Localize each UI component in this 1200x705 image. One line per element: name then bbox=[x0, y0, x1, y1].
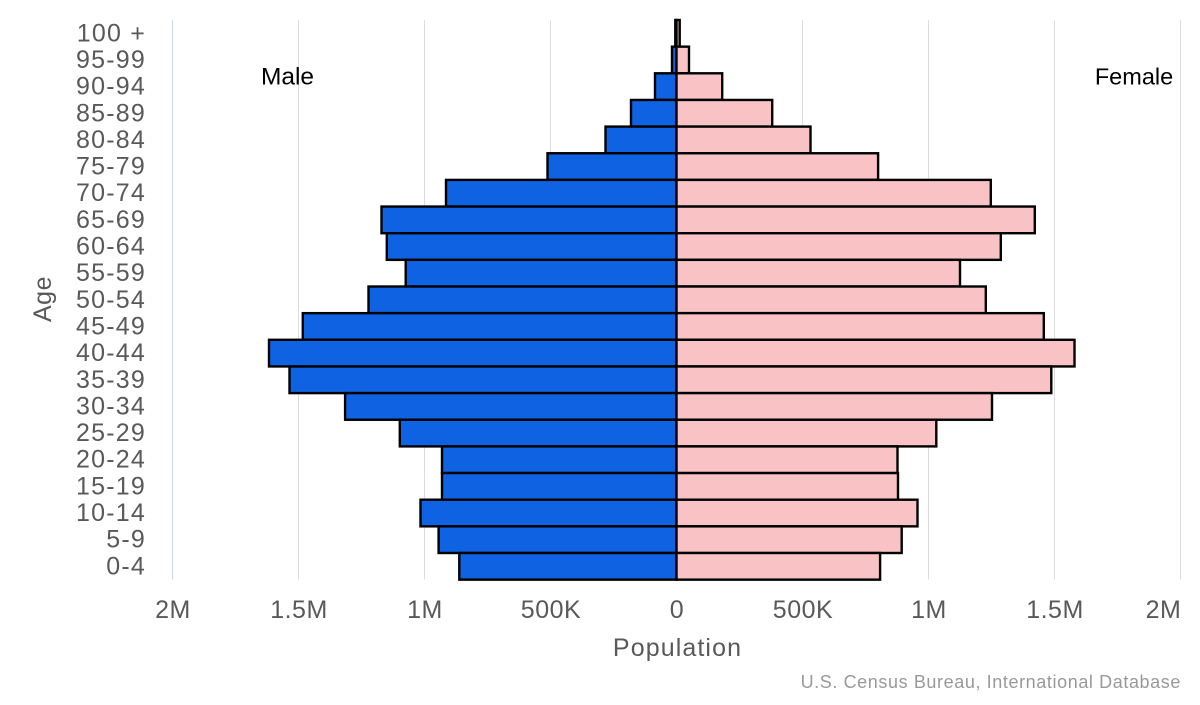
svg-text:35-39: 35-39 bbox=[76, 366, 146, 394]
svg-text:20-24: 20-24 bbox=[76, 446, 146, 474]
svg-text:15-19: 15-19 bbox=[76, 472, 146, 500]
svg-text:U.S. Census Bureau, Internatio: U.S. Census Bureau, International Databa… bbox=[801, 672, 1181, 692]
svg-text:85-89: 85-89 bbox=[76, 99, 146, 127]
svg-text:1M: 1M bbox=[911, 596, 947, 624]
svg-text:500K: 500K bbox=[773, 596, 833, 624]
svg-text:0: 0 bbox=[670, 596, 684, 624]
svg-text:95-99: 95-99 bbox=[76, 46, 146, 74]
svg-text:Female: Female bbox=[1095, 64, 1173, 90]
svg-text:2M: 2M bbox=[155, 596, 191, 624]
svg-text:1M: 1M bbox=[407, 596, 443, 624]
svg-text:1.5M: 1.5M bbox=[270, 596, 328, 624]
svg-text:80-84: 80-84 bbox=[76, 126, 146, 154]
svg-text:100 +: 100 + bbox=[77, 19, 146, 47]
svg-text:Male: Male bbox=[261, 64, 314, 91]
svg-text:45-49: 45-49 bbox=[76, 313, 146, 341]
svg-text:500K: 500K bbox=[521, 596, 581, 624]
svg-text:10-14: 10-14 bbox=[76, 499, 146, 527]
svg-text:0-4: 0-4 bbox=[106, 552, 146, 580]
svg-text:65-69: 65-69 bbox=[76, 206, 146, 234]
svg-text:2M: 2M bbox=[1146, 596, 1182, 624]
svg-text:40-44: 40-44 bbox=[76, 339, 146, 367]
svg-text:Population: Population bbox=[613, 634, 742, 662]
svg-text:Age: Age bbox=[29, 276, 57, 322]
svg-text:90-94: 90-94 bbox=[76, 73, 146, 101]
svg-text:75-79: 75-79 bbox=[76, 153, 146, 181]
svg-text:30-34: 30-34 bbox=[76, 392, 146, 420]
svg-text:25-29: 25-29 bbox=[76, 419, 146, 447]
svg-text:1.5M: 1.5M bbox=[1026, 596, 1084, 624]
svg-text:55-59: 55-59 bbox=[76, 259, 146, 287]
svg-text:70-74: 70-74 bbox=[76, 179, 146, 207]
svg-text:5-9: 5-9 bbox=[106, 526, 146, 554]
svg-text:50-54: 50-54 bbox=[76, 286, 146, 314]
svg-text:60-64: 60-64 bbox=[76, 233, 146, 261]
